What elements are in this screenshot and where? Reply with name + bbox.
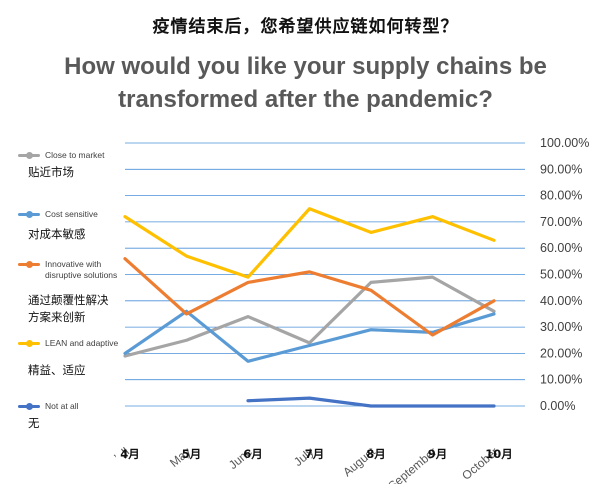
x-tick-label-cn: 7月 bbox=[305, 447, 325, 461]
legend-label-en: LEAN and adaptive bbox=[45, 338, 119, 348]
legend-label-en: Innovative with disruptive solutions bbox=[45, 259, 118, 280]
legend-label-cn: 对成本敏感 bbox=[28, 227, 86, 241]
y-tick-label: 50.00% bbox=[540, 268, 582, 282]
x-tick-label-cn: 6月 bbox=[243, 447, 263, 461]
x-tick-label-cn: 8月 bbox=[366, 447, 386, 461]
y-tick-label: 60.00% bbox=[540, 241, 582, 255]
series-line-close-to-market bbox=[123, 275, 496, 358]
x-tick-label-cn: 9月 bbox=[428, 447, 448, 461]
chart-title-cn: 疫情结束后，您希望供应链如何转型？ bbox=[152, 17, 459, 37]
y-tick-label: 100.00% bbox=[540, 136, 589, 150]
series-lines bbox=[123, 207, 496, 408]
legend-marker bbox=[26, 152, 33, 159]
series-line-not-at-all bbox=[246, 396, 496, 408]
legend-marker bbox=[26, 211, 33, 218]
y-tick-label: 0.00% bbox=[540, 399, 575, 413]
y-axis-ticks: 0.00% 10.00% 20.00% 30.00% 40.00% 50.00% 60.00… bbox=[540, 136, 589, 413]
y-tick-label: 40.00% bbox=[540, 294, 582, 308]
series-line-cost-sensitive bbox=[123, 309, 496, 363]
legend-label-en: Cost sensitive bbox=[45, 209, 98, 219]
x-tick-label-cn: 4月 bbox=[120, 447, 140, 461]
legend-marker bbox=[26, 340, 33, 347]
legend-label-cn: 通过颠覆性解决方案来创新 bbox=[28, 293, 109, 324]
legend-label-cn: 精益、适应 bbox=[28, 363, 86, 377]
y-tick-label: 10.00% bbox=[540, 373, 582, 387]
chart-title-en: How would you like your supply chains be… bbox=[64, 53, 547, 113]
y-tick-label: 70.00% bbox=[540, 215, 582, 229]
x-tick-label-cn: 10月 bbox=[485, 447, 513, 461]
x-tick-label-cn: 5月 bbox=[182, 447, 202, 461]
legend-label-cn: 无 bbox=[28, 416, 40, 430]
legend-label-en: Close to market bbox=[45, 150, 105, 160]
legend-label-cn: 贴近市场 bbox=[28, 165, 74, 179]
y-tick-label: 20.00% bbox=[540, 346, 582, 360]
y-tick-label: 90.00% bbox=[540, 162, 582, 176]
legend-label-en: Not at all bbox=[45, 401, 79, 411]
series-line-lean-and-adaptive bbox=[123, 207, 496, 279]
y-tick-label: 80.00% bbox=[540, 189, 582, 203]
legend-marker bbox=[26, 261, 33, 268]
legend-marker bbox=[26, 403, 33, 410]
y-tick-label: 30.00% bbox=[540, 320, 582, 334]
series-line-innovative-with-disruptive-solutions bbox=[123, 257, 496, 337]
grid-lines bbox=[125, 142, 525, 407]
